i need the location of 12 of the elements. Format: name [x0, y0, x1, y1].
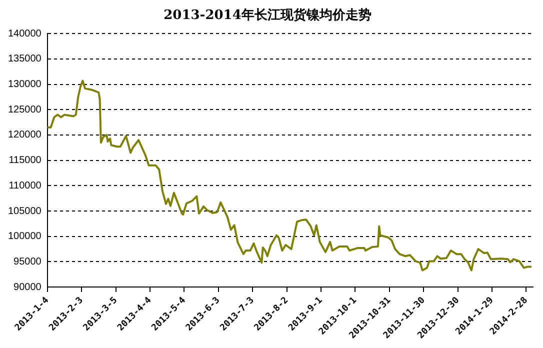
y-tick-label: 105000 — [8, 206, 42, 217]
y-tick-label: 100000 — [8, 231, 42, 242]
y-tick-label: 140000 — [8, 28, 42, 40]
chart-title: 2013-2014年长江现货镍均价走势 — [164, 7, 372, 24]
y-tick-label: 115000 — [8, 155, 42, 166]
y-tick-label: 120000 — [8, 130, 42, 141]
y-tick-label: 110000 — [8, 180, 42, 192]
y-tick-label: 135000 — [8, 54, 42, 65]
y-tick-label: 130000 — [8, 79, 42, 90]
y-tick-label: 125000 — [8, 104, 42, 116]
y-tick-label: 95000 — [14, 256, 42, 268]
y-tick-label: 90000 — [14, 282, 42, 293]
